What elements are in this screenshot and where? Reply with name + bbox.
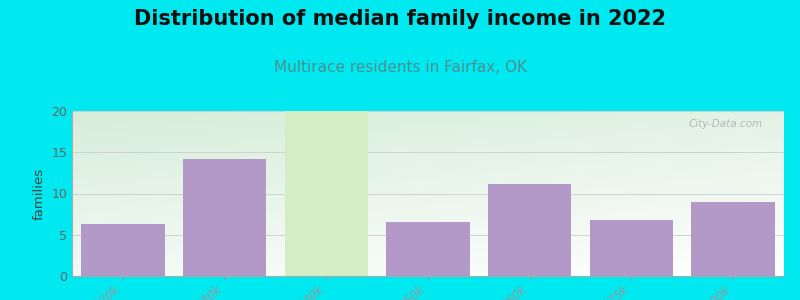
Bar [81, 224, 165, 276]
Bar [488, 184, 571, 276]
Bar [386, 222, 470, 276]
Bar [285, 111, 368, 276]
Bar [183, 159, 266, 276]
Text: Multirace residents in Fairfax, OK: Multirace residents in Fairfax, OK [274, 60, 526, 75]
Bar [691, 202, 775, 276]
Bar [590, 220, 673, 276]
Y-axis label: families: families [33, 167, 46, 220]
Text: Distribution of median family income in 2022: Distribution of median family income in … [134, 9, 666, 29]
Text: City-Data.com: City-Data.com [689, 119, 762, 129]
